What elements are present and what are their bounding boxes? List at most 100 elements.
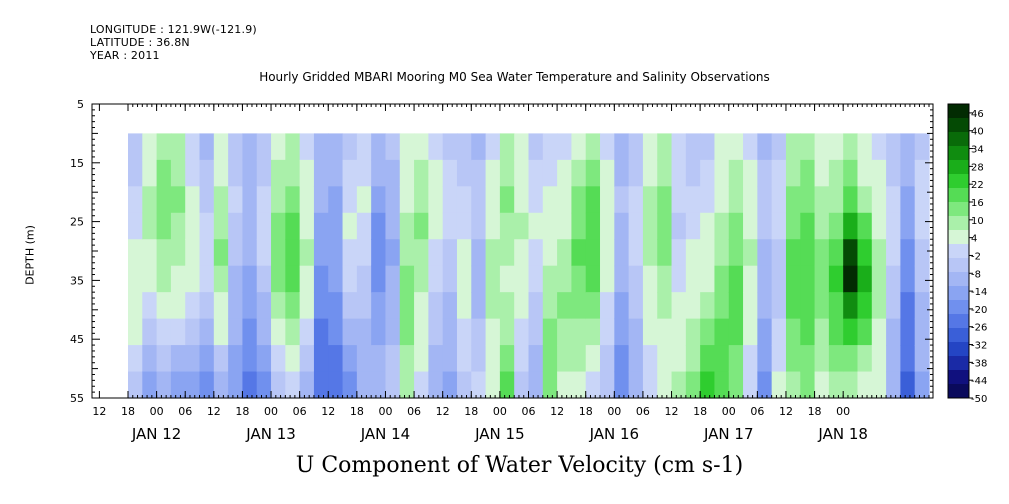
heatmap-cell <box>528 292 544 320</box>
heatmap-cell <box>628 133 644 161</box>
heatmap-cell <box>900 318 916 346</box>
heatmap-cell <box>800 371 816 399</box>
heatmap-cell <box>528 371 544 399</box>
heatmap-cell <box>785 186 801 214</box>
heatmap-cell <box>128 265 143 293</box>
heatmap-cell <box>743 212 758 240</box>
heatmap-cell <box>142 186 158 214</box>
heatmap-cell <box>399 265 415 293</box>
heatmap-cell <box>514 239 530 267</box>
x-hour-label: 18 <box>579 405 593 418</box>
heatmap-cell <box>170 292 186 320</box>
heatmap-cell <box>728 265 744 293</box>
heatmap-cell <box>299 292 315 320</box>
heatmap-cell <box>528 265 544 293</box>
heatmap-cell <box>857 239 873 267</box>
heatmap-cell <box>142 239 158 267</box>
heatmap-cell <box>471 239 487 267</box>
heatmap-cell <box>785 212 801 240</box>
colorbar-swatch <box>948 300 969 315</box>
heatmap-cell <box>170 318 186 346</box>
colorbar-tick-label: 4 <box>971 234 977 245</box>
heatmap-cell <box>528 133 544 161</box>
heatmap-cell <box>771 239 787 267</box>
heatmap-cell <box>213 265 229 293</box>
heatmap-cell <box>199 292 215 320</box>
heatmap-cell <box>285 133 301 161</box>
colorbar-swatch <box>948 104 969 119</box>
heatmap-cell <box>914 133 930 161</box>
heatmap-cell <box>785 318 801 346</box>
heatmap-cell <box>242 345 258 373</box>
heatmap-cell <box>857 318 873 346</box>
heatmap-cell <box>771 318 787 346</box>
heatmap-cell <box>442 292 458 320</box>
heatmap-cell <box>814 371 830 399</box>
heatmap-cell <box>385 159 401 187</box>
heatmap-cell <box>514 159 530 187</box>
x-hour-label: 06 <box>522 405 536 418</box>
x-day-label: JAN 18 <box>817 425 868 443</box>
heatmap-cell <box>671 133 687 161</box>
heatmap-cell <box>142 345 158 373</box>
heatmap-cell <box>671 159 687 187</box>
heatmap-cell <box>571 159 587 187</box>
heatmap-cell <box>128 133 143 161</box>
heatmap-cell <box>371 345 387 373</box>
heatmap-cell <box>342 292 358 320</box>
heatmap-cell <box>886 345 901 373</box>
heatmap-cell <box>399 292 415 320</box>
heatmap-cell <box>857 133 873 161</box>
heatmap-cell <box>685 239 701 267</box>
heatmap-cell <box>356 292 372 320</box>
heatmap-cell <box>685 186 701 214</box>
heatmap-cell <box>757 186 773 214</box>
heatmap-cell <box>156 186 172 214</box>
heatmap-cell <box>313 133 329 161</box>
colorbar-swatch <box>948 286 969 301</box>
heatmap-cell <box>642 345 658 373</box>
heatmap-cell <box>285 371 301 399</box>
heatmap-cell <box>256 345 272 373</box>
x-hour-label: 12 <box>550 405 564 418</box>
heatmap-cell <box>170 133 186 161</box>
x-hour-label: 00 <box>722 405 736 418</box>
heatmap-cell <box>800 159 816 187</box>
heatmap-cell <box>213 318 229 346</box>
heatmap-cell <box>657 371 673 399</box>
x-hour-label: 06 <box>178 405 192 418</box>
heatmap-cell <box>800 345 816 373</box>
heatmap-cell <box>771 292 787 320</box>
heatmap-cell <box>185 159 201 187</box>
heatmap-cell <box>242 265 258 293</box>
heatmap-cell <box>313 159 329 187</box>
colorbar-swatch <box>948 272 969 287</box>
heatmap-cell <box>871 212 887 240</box>
heatmap-cell <box>485 292 501 320</box>
heatmap-cell <box>614 212 630 240</box>
heatmap-cell <box>657 318 673 346</box>
heatmap-cell <box>371 186 387 214</box>
x-hour-label: 06 <box>750 405 764 418</box>
heatmap-cell <box>128 371 143 399</box>
heatmap-cell <box>471 212 487 240</box>
heatmap-cell <box>828 239 844 267</box>
x-day-label: JAN 17 <box>703 425 754 443</box>
heatmap-cell <box>828 318 844 346</box>
heatmap-cell <box>900 239 916 267</box>
heatmap-cell <box>313 239 329 267</box>
heatmap-cell <box>900 292 916 320</box>
heatmap-cell <box>385 265 401 293</box>
heatmap-cell <box>585 318 601 346</box>
heatmap-cell <box>886 186 901 214</box>
heatmap-cell <box>557 292 573 320</box>
heatmap-cell <box>128 212 143 240</box>
heatmap-cell <box>585 239 601 267</box>
heatmap-cell <box>185 292 201 320</box>
heatmap-cell <box>256 239 272 267</box>
heatmap-cell <box>642 239 658 267</box>
heatmap-cell <box>700 371 716 399</box>
heatmap-cell <box>156 212 172 240</box>
heatmap-cell <box>342 371 358 399</box>
heatmap-cell <box>628 186 644 214</box>
